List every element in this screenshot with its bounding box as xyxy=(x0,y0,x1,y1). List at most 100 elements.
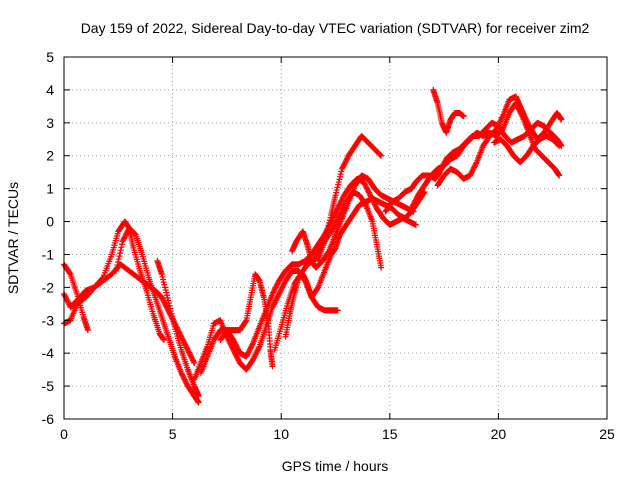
data-point xyxy=(521,113,528,120)
data-point xyxy=(274,294,281,301)
data-point xyxy=(498,115,505,122)
axis-ticks xyxy=(63,56,608,420)
data-point xyxy=(227,341,234,348)
data-point xyxy=(326,217,333,224)
data-point xyxy=(116,253,123,260)
data-point xyxy=(160,337,167,344)
data-point xyxy=(362,181,369,188)
data-point xyxy=(331,222,338,229)
data-point xyxy=(233,352,240,359)
data-point xyxy=(231,339,238,346)
data-point xyxy=(64,297,71,304)
data-point xyxy=(469,168,476,175)
data-point xyxy=(342,157,349,164)
data-point xyxy=(247,345,254,352)
data-point xyxy=(113,267,120,274)
data-points xyxy=(61,86,565,406)
data-point xyxy=(121,234,128,241)
data-point xyxy=(472,161,479,168)
data-point xyxy=(162,302,169,309)
data-point xyxy=(469,167,476,174)
data-point xyxy=(161,284,168,291)
data-point xyxy=(249,341,256,348)
data-point xyxy=(195,392,202,399)
data-point xyxy=(467,171,474,178)
data-point xyxy=(234,356,241,363)
data-point xyxy=(413,196,420,203)
data-point xyxy=(493,126,500,133)
data-point xyxy=(372,202,379,209)
data-point xyxy=(276,290,283,297)
data-point xyxy=(253,348,260,355)
data-point xyxy=(270,301,277,308)
data-point xyxy=(184,345,191,352)
data-point xyxy=(278,285,285,292)
data-point xyxy=(187,352,194,359)
data-point xyxy=(231,338,238,345)
data-point xyxy=(276,289,283,296)
data-point xyxy=(410,208,417,215)
x-axis-label: GPS time / hours xyxy=(282,458,389,474)
data-point xyxy=(65,300,72,307)
data-point xyxy=(365,188,372,195)
data-point xyxy=(159,273,166,280)
data-point xyxy=(115,256,122,263)
data-point xyxy=(63,296,70,303)
data-point xyxy=(115,259,122,266)
data-point xyxy=(165,297,172,304)
data-point xyxy=(378,264,385,271)
data-point xyxy=(471,164,478,171)
data-point xyxy=(230,346,237,353)
data-point xyxy=(180,338,187,345)
data-point xyxy=(231,349,238,356)
data-point xyxy=(159,295,166,302)
data-point xyxy=(244,352,251,359)
data-point xyxy=(526,122,533,129)
data-point xyxy=(467,172,474,179)
data-point xyxy=(333,186,340,193)
data-point xyxy=(332,210,339,217)
data-point xyxy=(161,300,168,307)
data-point xyxy=(117,250,124,257)
data-point xyxy=(496,119,503,126)
data-point xyxy=(122,231,129,238)
data-point xyxy=(339,164,346,171)
data-point xyxy=(245,349,252,356)
data-point xyxy=(494,123,501,130)
y-tick-label: -3 xyxy=(42,312,55,328)
data-point xyxy=(182,341,189,348)
data-point xyxy=(555,142,562,149)
data-point xyxy=(363,185,370,192)
data-point xyxy=(120,236,127,243)
data-point xyxy=(186,350,193,357)
data-point xyxy=(324,227,331,234)
data-point xyxy=(409,202,416,209)
data-point xyxy=(272,284,279,291)
data-point xyxy=(182,377,189,384)
y-axis-label: SDTVAR / TECUs xyxy=(5,182,21,294)
data-point xyxy=(64,298,71,305)
data-point xyxy=(271,300,278,307)
data-point xyxy=(113,264,120,271)
data-point xyxy=(195,399,202,406)
data-point xyxy=(325,222,332,229)
data-point xyxy=(468,169,475,176)
data-point xyxy=(337,198,344,205)
data-point xyxy=(229,345,236,352)
data-point xyxy=(339,165,346,172)
data-point xyxy=(168,310,175,317)
data-point xyxy=(131,230,138,237)
data-point xyxy=(119,238,126,245)
data-point xyxy=(170,318,177,325)
y-tick-label: 4 xyxy=(46,82,54,98)
data-point xyxy=(183,380,190,387)
data-point xyxy=(231,348,238,355)
data-point xyxy=(165,300,172,307)
data-point xyxy=(409,204,416,211)
data-point xyxy=(344,155,351,162)
data-point xyxy=(522,115,529,122)
data-point xyxy=(334,215,341,222)
data-point xyxy=(323,230,330,237)
data-point xyxy=(162,286,169,293)
data-point xyxy=(361,180,368,187)
